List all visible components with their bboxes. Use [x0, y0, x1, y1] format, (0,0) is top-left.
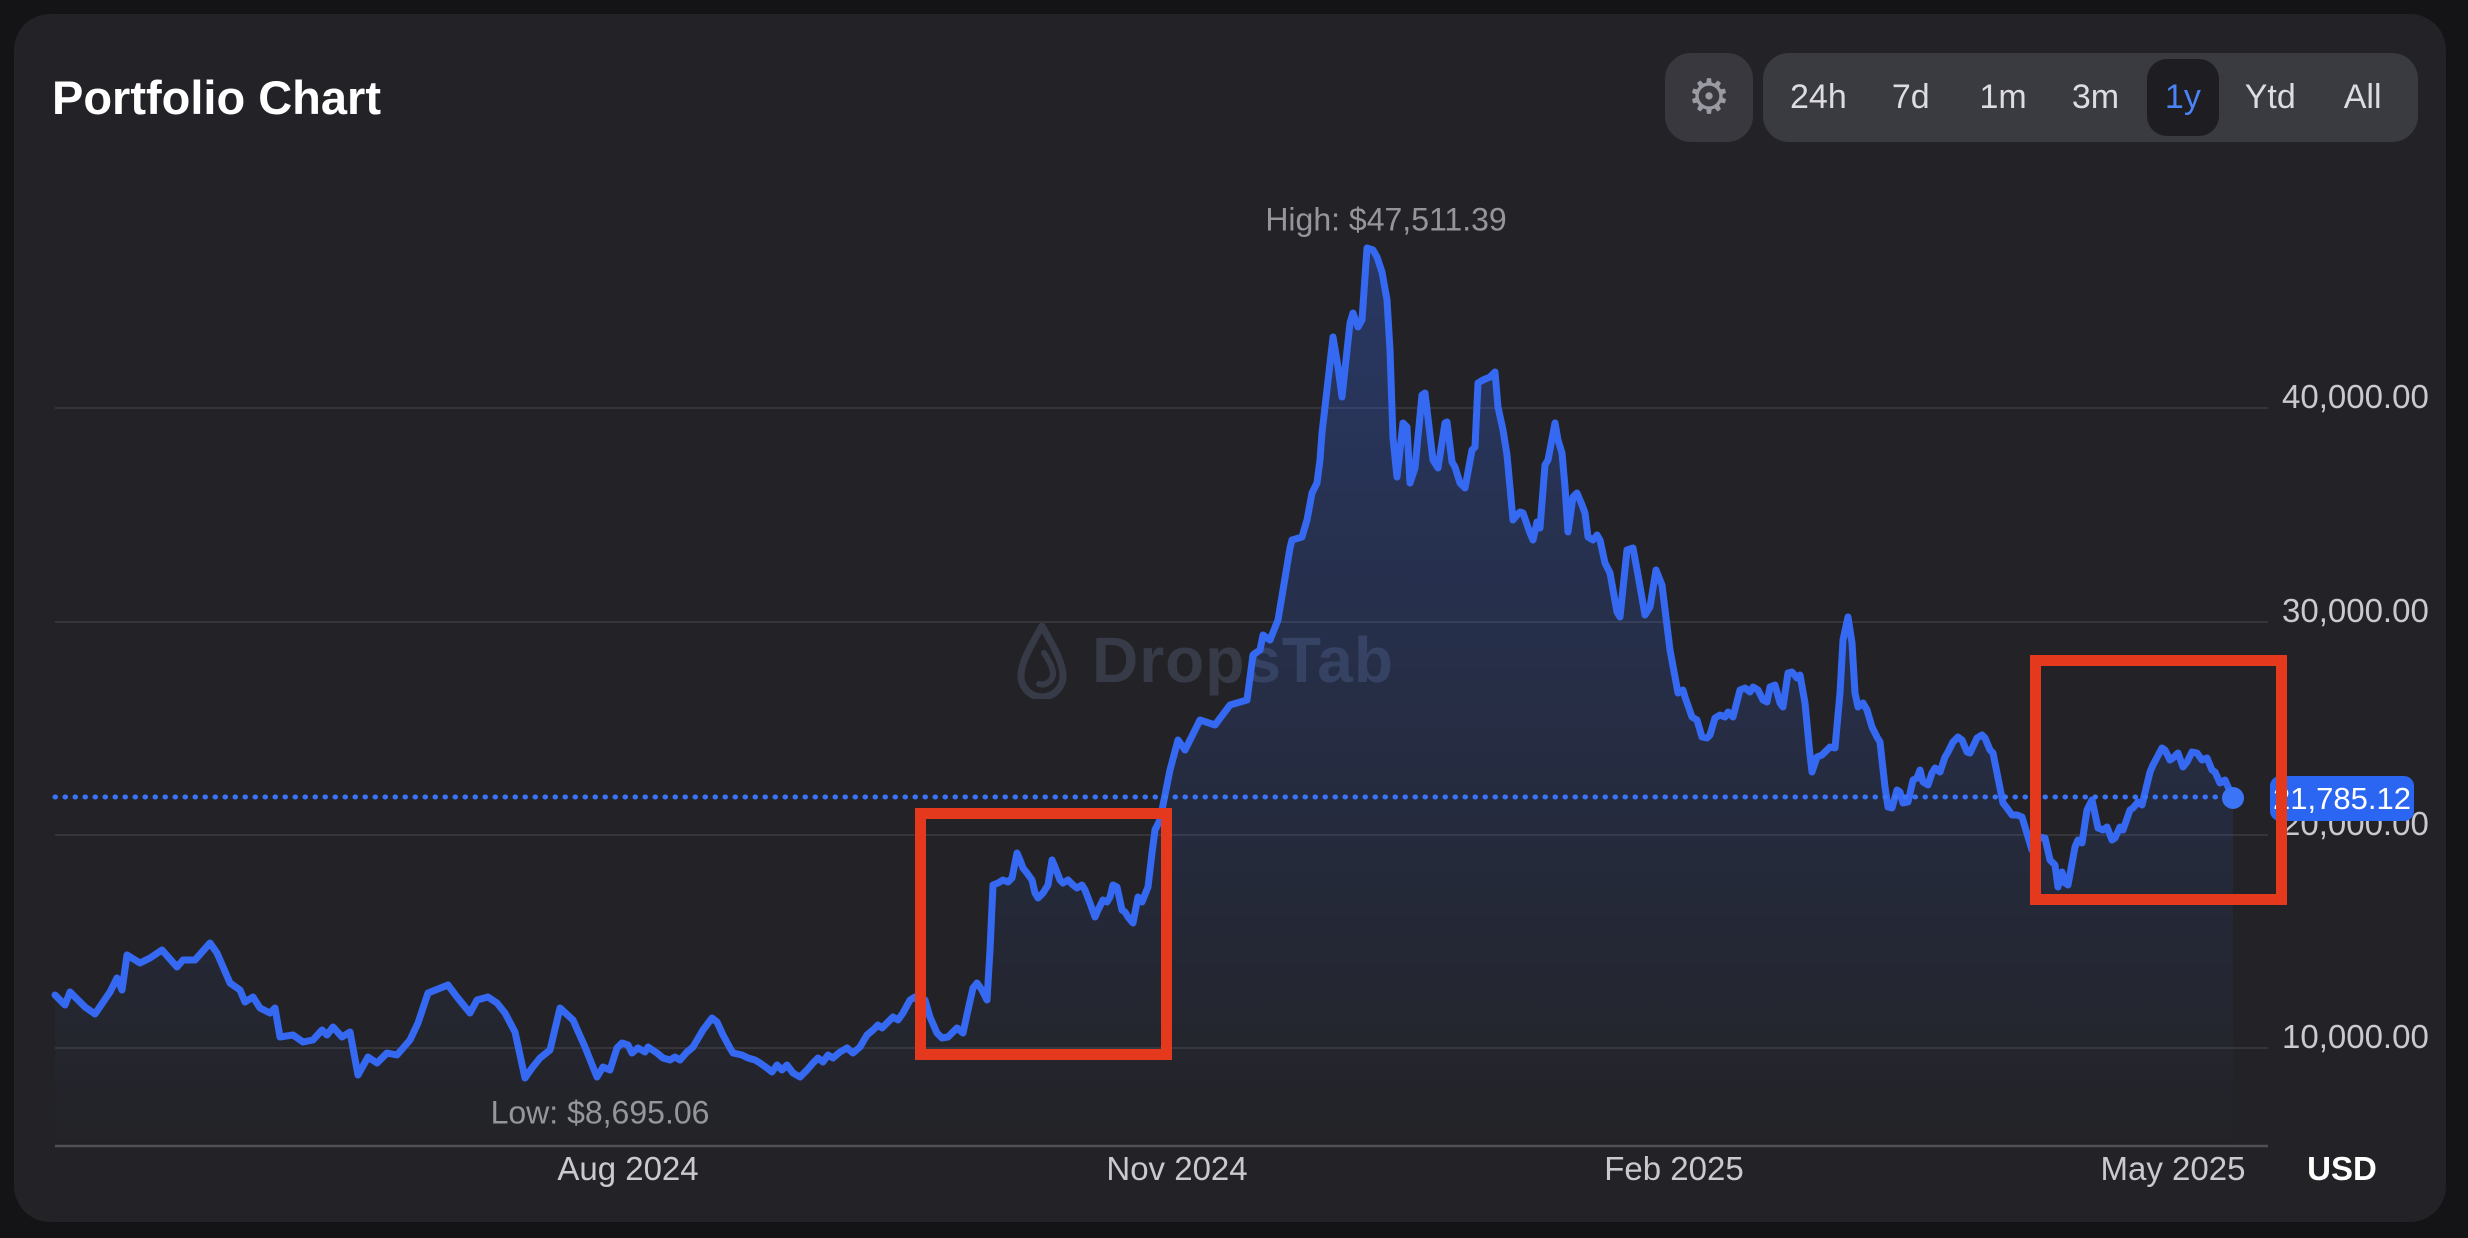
page-title: Portfolio Chart	[52, 71, 381, 124]
low-label: Low: $8,695.06	[490, 1094, 710, 1131]
x-axis-label: May 2025	[2100, 1150, 2246, 1187]
range-button-1m[interactable]: 1m	[1962, 59, 2044, 136]
droplet-logo-icon	[1017, 622, 1067, 699]
y-axis-label: 10,000.00	[2282, 1017, 2429, 1055]
x-axis-label: Aug 2024	[557, 1150, 699, 1187]
y-axis-label: 30,000.00	[2282, 591, 2429, 629]
range-button-all[interactable]: All	[2322, 59, 2404, 136]
range-button-ytd[interactable]: Ytd	[2229, 59, 2311, 136]
currency-label: USD	[2307, 1150, 2377, 1187]
time-range-selector: 24h 7d 1m 3m 1y Ytd All	[1763, 53, 2418, 142]
x-axis-label: Feb 2025	[1604, 1150, 1744, 1187]
range-button-7d[interactable]: 7d	[1870, 59, 1952, 136]
y-axis-label: 40,000.00	[2282, 377, 2429, 415]
x-axis-label: Nov 2024	[1106, 1150, 1248, 1187]
range-button-24h[interactable]: 24h	[1777, 59, 1859, 136]
range-button-3m[interactable]: 3m	[2055, 59, 2137, 136]
range-button-1y[interactable]: 1y	[2146, 59, 2219, 136]
gear-icon: ⚙	[1687, 70, 1731, 124]
current-price-badge: 21,785.12	[2270, 776, 2414, 821]
annotation-box-2	[2030, 655, 2287, 905]
annotation-box-1	[915, 808, 1172, 1060]
high-label: High: $47,511.39	[1265, 201, 1507, 238]
settings-button[interactable]: ⚙	[1665, 53, 1753, 142]
